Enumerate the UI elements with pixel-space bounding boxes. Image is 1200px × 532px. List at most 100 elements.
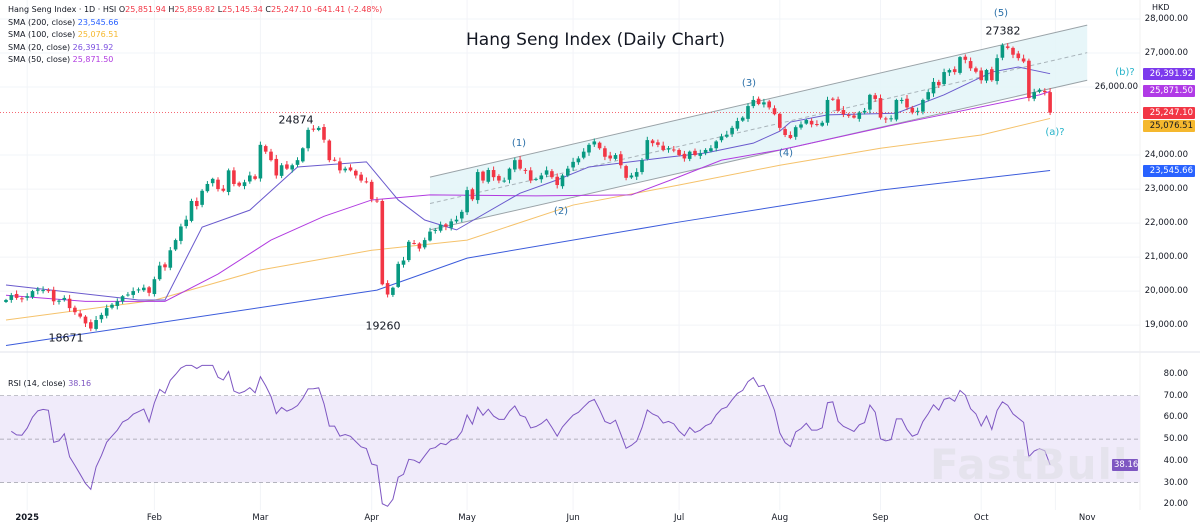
candle xyxy=(486,167,491,184)
candle-body xyxy=(78,313,82,317)
candle-body xyxy=(285,164,289,169)
candle-body xyxy=(237,182,241,186)
candle-body xyxy=(915,110,920,112)
candle-body xyxy=(820,122,824,126)
candle xyxy=(422,237,427,250)
low-annotation: 19260 xyxy=(365,319,401,333)
candle xyxy=(83,315,88,327)
candle xyxy=(910,105,915,115)
candle-body xyxy=(942,72,946,85)
candle-body xyxy=(120,296,125,302)
candle-body xyxy=(147,287,151,293)
candle xyxy=(581,148,586,160)
open-label: O xyxy=(118,5,126,14)
candle xyxy=(968,57,973,71)
candle-body xyxy=(449,221,453,228)
sma-line xyxy=(5,66,1051,301)
candle xyxy=(94,315,98,331)
candle xyxy=(163,262,167,271)
candle xyxy=(481,170,485,184)
candle xyxy=(640,158,644,175)
date-tick-label: Feb xyxy=(146,513,162,523)
price-badge: 26,391.92 xyxy=(1143,67,1195,80)
candle xyxy=(216,177,220,192)
candle-body xyxy=(94,320,98,329)
candle xyxy=(767,99,771,110)
candle xyxy=(391,286,395,297)
indicator-sma20[interactable]: SMA (20, close) 26,391.92 xyxy=(8,42,382,55)
candle xyxy=(539,172,544,183)
candle xyxy=(274,154,279,179)
candle xyxy=(846,112,851,118)
candle xyxy=(868,93,872,114)
candle-body xyxy=(290,165,294,170)
low-value: 25,145.34 xyxy=(222,5,263,14)
price-tick-label: 21,000.00 xyxy=(1144,252,1188,263)
candle xyxy=(385,280,390,298)
candle xyxy=(661,141,665,152)
candle-body xyxy=(115,301,120,306)
candle-body xyxy=(836,99,840,111)
candle-body xyxy=(396,263,400,287)
indicator-value: 23,545.66 xyxy=(77,17,119,27)
candle-body xyxy=(83,316,88,324)
candle xyxy=(735,117,740,131)
candle xyxy=(62,295,67,302)
candle-body xyxy=(200,190,204,205)
wave-label: (1) xyxy=(511,138,527,149)
candle xyxy=(507,167,512,184)
candle-body xyxy=(788,134,793,139)
rsi-tick-label: 70.00 xyxy=(1163,390,1188,401)
candle xyxy=(915,107,920,116)
candle-body xyxy=(783,129,787,135)
wave-label: (5) xyxy=(993,8,1009,19)
candle xyxy=(740,116,745,122)
candle-body xyxy=(751,99,756,107)
candle xyxy=(714,140,718,152)
rsi-tick-label: 30.00 xyxy=(1163,477,1188,488)
date-tick-label: Apr xyxy=(364,513,380,523)
candle-body xyxy=(428,231,432,241)
candle-body xyxy=(470,189,475,200)
candle-body xyxy=(486,170,491,182)
candle xyxy=(269,148,273,162)
price-tick-label: 27,000.00 xyxy=(1144,48,1188,58)
candle xyxy=(136,287,141,293)
candle-body xyxy=(311,128,316,130)
candle-body xyxy=(984,70,989,81)
candle xyxy=(290,163,294,173)
ohlc-line: Hang Seng Index · 1D · HSI O25,851.94 H2… xyxy=(8,4,382,17)
candle xyxy=(931,78,936,97)
candle xyxy=(899,97,904,104)
high-annotation: 27382 xyxy=(985,24,1021,38)
channel-mid-line xyxy=(429,52,1088,205)
candle-body xyxy=(841,110,846,115)
price-tick-label: 24,000.00 xyxy=(1144,150,1188,161)
trend-channel xyxy=(430,25,1088,230)
candle xyxy=(528,167,533,184)
candle-body xyxy=(253,176,257,179)
candle-body xyxy=(57,300,61,302)
candle xyxy=(751,95,756,109)
sma-line xyxy=(5,90,1051,302)
candle-body xyxy=(391,287,395,295)
indicator-label: SMA (100, close) xyxy=(8,30,76,39)
candle-body xyxy=(375,200,379,202)
candle xyxy=(958,56,962,75)
candle xyxy=(210,177,215,187)
indicator-sma200[interactable]: SMA (200, close) 23,545.66 xyxy=(8,17,382,30)
candle-body xyxy=(157,265,162,280)
candle xyxy=(1016,50,1021,61)
candle-body xyxy=(184,219,188,227)
indicator-sma100[interactable]: SMA (100, close) 25,076.51 xyxy=(8,29,382,42)
date-tick-label: Nov xyxy=(1078,513,1096,523)
price-badge: 23,545.66 xyxy=(1143,164,1195,177)
indicator-sma50[interactable]: SMA (50, close) 25,871.50 xyxy=(8,54,382,67)
rsi-legend[interactable]: RSI (14, close) 38.16 xyxy=(8,379,91,388)
candle xyxy=(232,167,236,187)
candle xyxy=(449,218,453,231)
candle xyxy=(322,123,326,143)
candle-body xyxy=(656,142,660,145)
candle xyxy=(825,96,830,126)
